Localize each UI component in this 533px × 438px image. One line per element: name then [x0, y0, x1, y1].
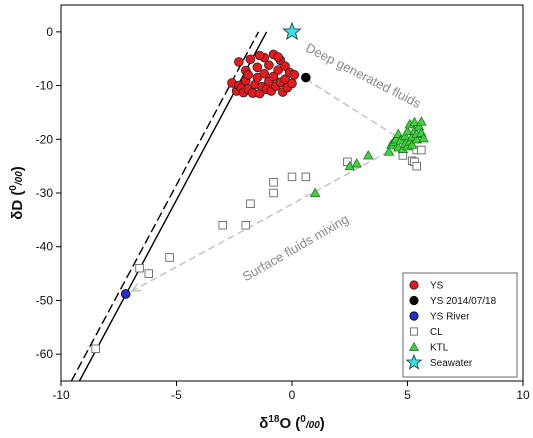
y-tick-label: -30: [36, 186, 54, 200]
point-ys: [252, 62, 263, 73]
legend-label: YS River: [430, 312, 470, 323]
y-axis-ticks: 0 -10 -20 -30 -40 -50 -60: [36, 25, 61, 361]
annotation-label: Surface fluids mixing: [240, 211, 351, 284]
point-ktl: [309, 187, 321, 198]
legend-label: YS: [430, 281, 444, 292]
point-cl: [91, 344, 100, 353]
point-ktl: [418, 132, 429, 143]
legend-box: [402, 272, 518, 378]
legend-label: CL: [430, 327, 443, 338]
point-cl: [269, 178, 278, 187]
point-cl: [165, 253, 174, 262]
point-cl: [218, 221, 227, 230]
point-ys: [243, 70, 253, 80]
point-ys-river: [120, 289, 131, 299]
point-ktl: [363, 150, 374, 160]
point-cl: [269, 188, 278, 198]
point-ktl: [416, 116, 427, 126]
point-cl: [417, 145, 426, 155]
point-ktl: [393, 128, 404, 138]
x-axis-ticks: -10 -5 0 5 10: [52, 381, 530, 402]
point-ys: [287, 78, 297, 89]
point-cl: [144, 269, 153, 278]
legend-marker: [409, 341, 419, 351]
point-cl: [135, 263, 144, 273]
reference-line-dashed: [70, 31, 260, 381]
point-ys: [268, 71, 279, 82]
y-tick-label: -10: [36, 79, 54, 93]
point-cl: [246, 199, 255, 208]
y-tick-label: -60: [36, 347, 54, 361]
point-ktl: [411, 133, 422, 144]
legend-marker: [409, 311, 419, 321]
point-ys: [234, 57, 244, 67]
y-tick-label: -20: [36, 132, 54, 146]
point-ys: [280, 61, 290, 72]
data-points: [91, 21, 429, 353]
y-axis-title: δD (0/00): [8, 166, 26, 220]
point-ys: [245, 54, 256, 65]
point-ys: [289, 70, 300, 80]
legend-marker: [409, 280, 419, 290]
x-tick-label: 0: [289, 388, 296, 402]
point-ys: [259, 68, 270, 79]
point-ys: [273, 52, 283, 62]
y-tick-label: -50: [36, 293, 54, 307]
legend-marker: [409, 295, 419, 306]
x-tick-label: -10: [52, 388, 70, 402]
trend-arrows: [133, 78, 406, 291]
legend-label: YS 2014/07/18: [430, 296, 497, 307]
point-ktl: [406, 139, 418, 149]
point-cl: [287, 172, 297, 182]
point-ys: [254, 50, 265, 61]
point-ktl: [402, 125, 413, 136]
x-tick-label: 10: [516, 388, 530, 402]
y-tick-label: 0: [46, 25, 53, 39]
point-ktl: [383, 146, 395, 156]
x-axis-title: δ18O (0/00): [259, 414, 325, 432]
legend-marker: [409, 327, 419, 336]
trend-arrow: [305, 78, 405, 142]
point-ktl: [351, 158, 362, 168]
point-ktl: [344, 160, 355, 171]
x-tick-label: 5: [404, 388, 411, 402]
x-tick-label: -5: [171, 388, 182, 402]
point-ktl: [409, 116, 420, 127]
legend-marker: [405, 353, 423, 370]
annotation-label: Deep generated fluids: [303, 40, 424, 111]
point-ys: [264, 60, 274, 70]
point-cl: [301, 172, 311, 182]
trend-arrow: [133, 145, 399, 290]
point-ys-2014-07-18: [301, 72, 311, 83]
legend-label: Seawater: [430, 358, 473, 369]
legend: YS YS 2014/07/18 YS River CL KTL Seawater: [402, 272, 518, 378]
point-seawater: [282, 21, 302, 41]
point-cl: [241, 221, 250, 230]
legend-label: KTL: [430, 343, 449, 354]
point-cl: [412, 161, 421, 171]
y-tick-label: -40: [36, 240, 54, 254]
